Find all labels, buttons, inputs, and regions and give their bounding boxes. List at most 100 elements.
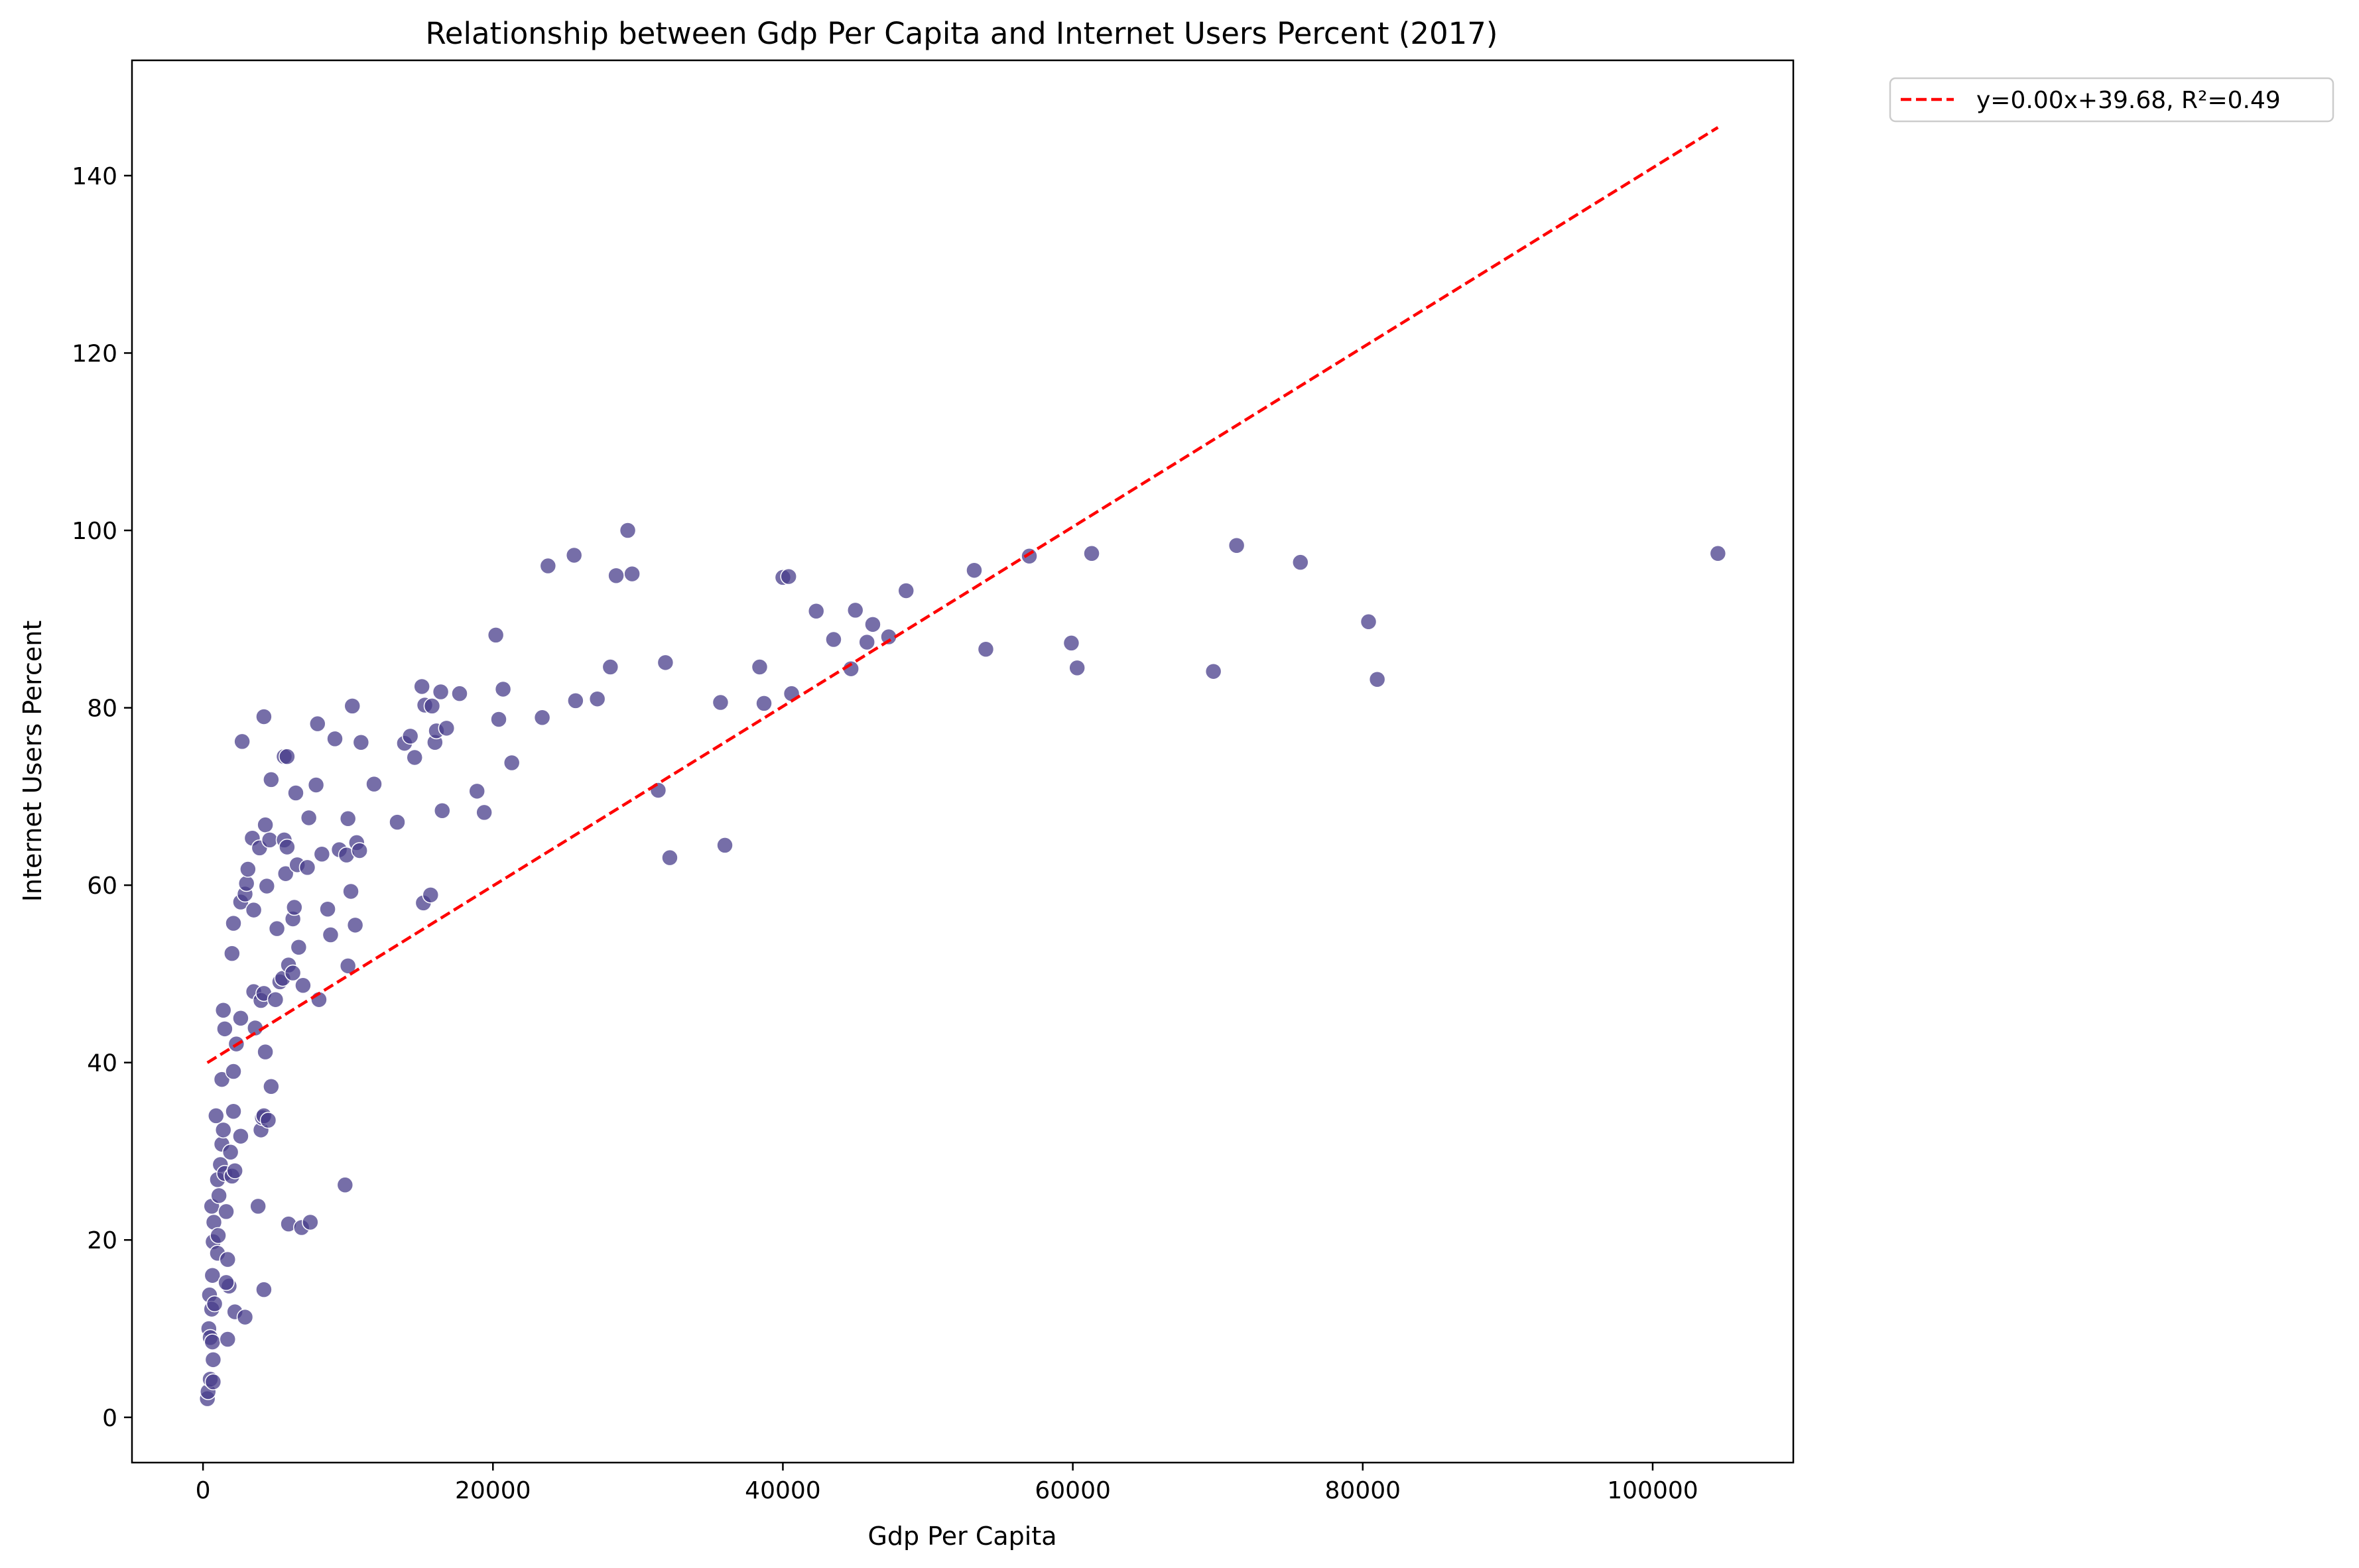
data-point bbox=[339, 810, 357, 827]
data-point bbox=[255, 708, 273, 725]
data-point bbox=[494, 680, 512, 698]
data-point bbox=[401, 727, 419, 745]
data-point bbox=[649, 782, 667, 799]
data-point bbox=[1083, 545, 1100, 562]
data-point bbox=[258, 877, 276, 895]
y-tick-label: 20 bbox=[87, 1227, 117, 1254]
y-tick-label: 140 bbox=[72, 163, 117, 190]
data-point bbox=[825, 631, 842, 648]
trend-line bbox=[206, 126, 1719, 1064]
y-tick-label: 60 bbox=[87, 873, 117, 900]
data-point bbox=[567, 692, 584, 709]
data-point bbox=[423, 697, 441, 715]
data-point bbox=[422, 886, 440, 904]
data-point bbox=[490, 711, 507, 728]
data-point bbox=[208, 1107, 225, 1124]
x-tick-label: 60000 bbox=[1035, 1477, 1111, 1504]
data-point bbox=[204, 1266, 222, 1284]
data-point bbox=[257, 816, 274, 833]
data-point bbox=[846, 601, 864, 619]
data-point bbox=[755, 695, 773, 712]
y-tick-label: 0 bbox=[102, 1405, 117, 1432]
x-tick-label: 80000 bbox=[1325, 1477, 1401, 1504]
data-point bbox=[897, 582, 915, 599]
data-point bbox=[661, 849, 678, 867]
data-point bbox=[539, 557, 557, 575]
data-point bbox=[1021, 548, 1038, 565]
data-point bbox=[222, 1144, 239, 1161]
data-point bbox=[245, 901, 263, 919]
data-point bbox=[257, 1043, 274, 1061]
data-point bbox=[352, 733, 370, 751]
data-point bbox=[365, 775, 383, 793]
data-point bbox=[216, 1020, 233, 1038]
y-tick-label: 120 bbox=[72, 340, 117, 367]
data-point bbox=[232, 1127, 249, 1145]
data-point bbox=[233, 733, 251, 751]
data-point bbox=[438, 719, 456, 737]
data-point bbox=[214, 1001, 232, 1019]
data-point bbox=[966, 562, 983, 579]
data-point bbox=[302, 1213, 319, 1231]
data-point bbox=[351, 842, 368, 859]
data-point bbox=[219, 1331, 237, 1348]
legend-label: y=0.00x+39.68, R²=0.49 bbox=[1976, 87, 2281, 114]
data-point bbox=[751, 658, 769, 676]
axis-ticks: 0 20000 40000 60000 80000 100000 0 20 40 60 80 100 1… bbox=[72, 163, 1698, 1504]
data-point bbox=[309, 715, 326, 733]
data-point bbox=[716, 837, 733, 854]
data-point bbox=[1360, 613, 1377, 631]
data-point bbox=[977, 640, 995, 658]
data-point bbox=[313, 845, 331, 863]
data-point bbox=[533, 709, 551, 727]
data-point bbox=[1068, 659, 1086, 677]
data-point bbox=[268, 920, 286, 937]
data-point bbox=[218, 1203, 235, 1221]
data-point bbox=[232, 1010, 249, 1027]
data-point bbox=[807, 602, 825, 620]
x-axis-label: Gdp Per Capita bbox=[867, 1522, 1056, 1551]
data-point bbox=[298, 859, 316, 876]
data-point bbox=[226, 1162, 243, 1179]
data-point bbox=[476, 804, 493, 821]
data-point bbox=[1204, 662, 1222, 680]
data-point bbox=[287, 784, 304, 802]
legend: y=0.00x+39.68, R²=0.49 bbox=[1889, 77, 2334, 123]
data-point bbox=[344, 697, 361, 715]
data-point bbox=[1368, 671, 1386, 688]
data-point bbox=[225, 1103, 242, 1120]
data-point bbox=[326, 730, 344, 748]
data-point bbox=[1709, 545, 1727, 562]
data-point bbox=[236, 1308, 254, 1326]
data-point bbox=[657, 654, 674, 672]
data-point bbox=[277, 865, 294, 882]
y-axis-label: Internet Users Percent bbox=[18, 621, 47, 902]
data-point bbox=[339, 957, 357, 975]
x-tick-label: 100000 bbox=[1607, 1477, 1698, 1504]
data-point bbox=[263, 1078, 280, 1095]
data-point bbox=[432, 683, 450, 701]
data-point bbox=[307, 776, 325, 794]
data-point bbox=[451, 685, 468, 702]
data-point bbox=[263, 771, 280, 788]
data-points bbox=[198, 522, 1727, 1408]
x-tick-label: 20000 bbox=[455, 1477, 531, 1504]
data-point bbox=[1228, 537, 1245, 554]
data-point bbox=[1292, 554, 1309, 571]
data-point bbox=[219, 1250, 237, 1268]
data-point bbox=[237, 874, 255, 892]
data-point bbox=[342, 882, 359, 900]
data-point bbox=[239, 861, 257, 878]
data-point bbox=[267, 991, 285, 1008]
data-point bbox=[204, 1373, 222, 1391]
data-point bbox=[602, 658, 619, 676]
data-point bbox=[279, 838, 296, 856]
legend-box bbox=[1889, 77, 2334, 123]
data-point bbox=[346, 916, 364, 934]
data-point bbox=[588, 690, 606, 707]
data-point bbox=[434, 802, 451, 819]
data-point bbox=[214, 1121, 232, 1139]
data-point bbox=[322, 926, 340, 943]
data-point bbox=[210, 1187, 227, 1205]
